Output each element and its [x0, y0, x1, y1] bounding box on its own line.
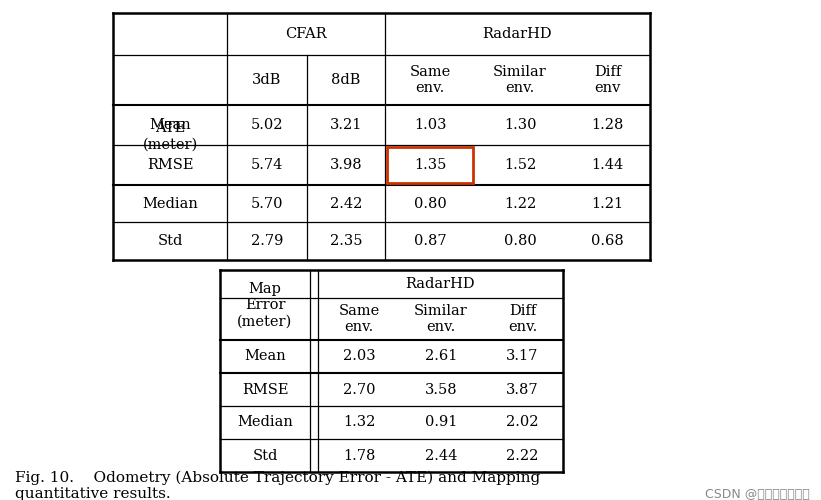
Text: 1.32: 1.32	[343, 416, 375, 430]
Text: 3.58: 3.58	[424, 382, 457, 396]
Text: 2.61: 2.61	[424, 350, 457, 364]
Text: CSDN @自动驾驶小学生: CSDN @自动驾驶小学生	[705, 488, 810, 500]
Text: 1.28: 1.28	[591, 118, 624, 132]
Text: CFAR: CFAR	[285, 27, 327, 41]
Text: Fig. 10.    Odometry (Absolute Trajectory Error - ATE) and Mapping: Fig. 10. Odometry (Absolute Trajectory E…	[15, 471, 540, 485]
Text: 0.68: 0.68	[591, 234, 624, 248]
Text: RMSE: RMSE	[147, 158, 193, 172]
Text: 2.44: 2.44	[424, 448, 457, 462]
Text: Std: Std	[252, 448, 277, 462]
Text: Diff
env: Diff env	[594, 65, 621, 95]
Text: 1.21: 1.21	[591, 196, 624, 210]
Text: Mean: Mean	[149, 118, 190, 132]
Text: 5.70: 5.70	[250, 196, 283, 210]
Text: 5.02: 5.02	[250, 118, 283, 132]
Text: Map
Error
(meter): Map Error (meter)	[237, 282, 292, 328]
Text: Similar
env.: Similar env.	[414, 304, 468, 334]
Text: 8dB: 8dB	[332, 73, 360, 87]
Text: Same
env.: Same env.	[410, 65, 451, 95]
Text: 1.03: 1.03	[414, 118, 447, 132]
Text: 2.79: 2.79	[250, 234, 283, 248]
Text: 3.98: 3.98	[330, 158, 362, 172]
Text: 0.80: 0.80	[414, 196, 447, 210]
Text: 2.22: 2.22	[507, 448, 539, 462]
Text: 2.35: 2.35	[330, 234, 362, 248]
Text: RMSE: RMSE	[241, 382, 288, 396]
Text: Median: Median	[142, 196, 198, 210]
Bar	[387, 147, 473, 183]
Text: Std: Std	[158, 234, 183, 248]
Text: 0.80: 0.80	[503, 234, 536, 248]
Text: 1.22: 1.22	[504, 196, 536, 210]
Text: 3.17: 3.17	[507, 350, 539, 364]
Text: 0.87: 0.87	[414, 234, 447, 248]
Text: 1.44: 1.44	[591, 158, 624, 172]
Text: 1.35: 1.35	[414, 158, 446, 172]
Text: Mean: Mean	[244, 350, 286, 364]
Text: 2.70: 2.70	[342, 382, 375, 396]
Text: Diff
env.: Diff env.	[508, 304, 537, 334]
Text: ATE
(meter): ATE (meter)	[142, 122, 198, 152]
Text: Same
env.: Same env.	[338, 304, 379, 334]
Text: 1.52: 1.52	[504, 158, 536, 172]
Text: 3.87: 3.87	[507, 382, 539, 396]
Text: RadarHD: RadarHD	[406, 277, 475, 291]
Text: 1.30: 1.30	[504, 118, 536, 132]
Text: 0.91: 0.91	[424, 416, 457, 430]
Text: 2.42: 2.42	[330, 196, 362, 210]
Text: RadarHD: RadarHD	[483, 27, 553, 41]
Text: 3.21: 3.21	[330, 118, 362, 132]
Text: 3dB: 3dB	[252, 73, 282, 87]
Text: 2.03: 2.03	[342, 350, 375, 364]
Text: quantitative results.: quantitative results.	[15, 487, 171, 500]
Text: 2.02: 2.02	[507, 416, 539, 430]
Text: 1.78: 1.78	[343, 448, 375, 462]
Text: 5.74: 5.74	[250, 158, 283, 172]
Text: Similar
env.: Similar env.	[493, 65, 547, 95]
Text: Median: Median	[237, 416, 293, 430]
